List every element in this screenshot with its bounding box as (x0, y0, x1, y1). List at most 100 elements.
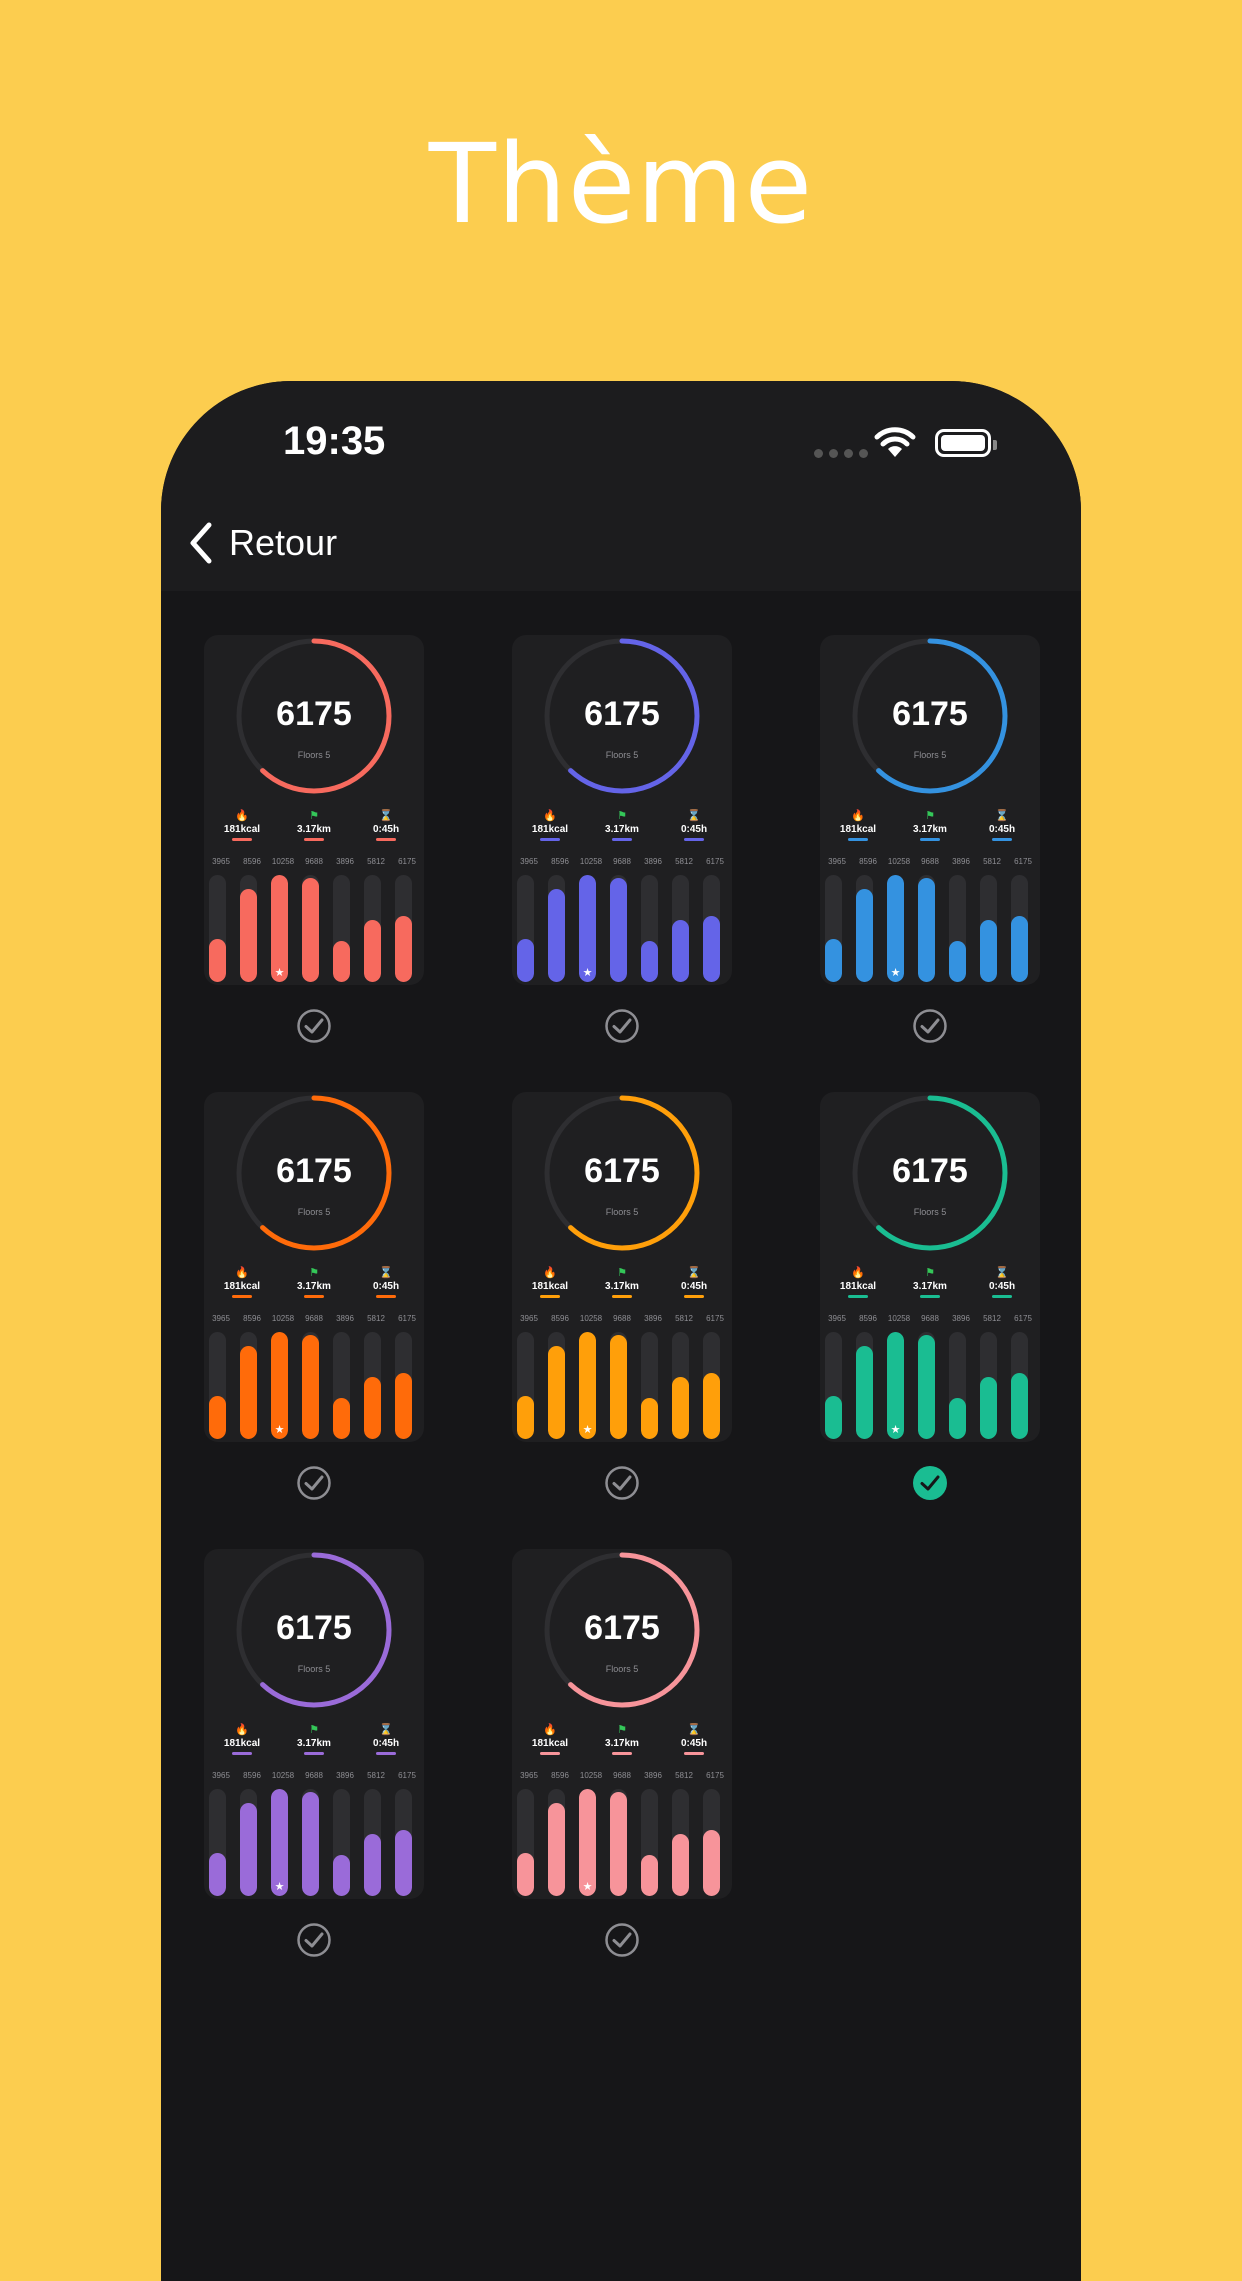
stat-value: 0:45h (372, 1738, 400, 1749)
day-bar-track (856, 875, 873, 982)
day-bar (302, 1335, 319, 1439)
progress-ring (544, 638, 700, 794)
stat-value: 181kcal (223, 1738, 261, 1749)
day-bar-track (364, 875, 381, 982)
day-bar-track: ★ (579, 1332, 596, 1439)
stat-item: ⌛ 0:45h (972, 809, 1032, 841)
day-bar (887, 875, 904, 982)
phone-frame: 19:35 Retour 6175 Floors 5 🔥 181kcal ⚑ 3.17km… (161, 381, 1081, 2281)
day-steps-label: 3965 (212, 1314, 230, 1323)
theme-preview-card[interactable]: 6175 Floors 5 🔥 181kcal ⚑ 3.17km ⌛ 0:45h 3965 859… (512, 1092, 732, 1442)
day-steps-label: 3896 (336, 857, 354, 866)
stat-underline (376, 838, 396, 841)
day-bar-track (918, 1332, 935, 1439)
day-bar (672, 1833, 689, 1896)
stat-value: 3.17km (913, 824, 947, 835)
stat-value: 181kcal (531, 1738, 569, 1749)
theme-preview-card[interactable]: 6175 Floors 5 🔥 181kcal ⚑ 3.17km ⌛ 0:45h 3965 859… (204, 1549, 424, 1899)
day-bar (949, 941, 966, 982)
day-bar-track (517, 875, 534, 982)
day-bar-track (364, 1789, 381, 1896)
day-steps-label: 8596 (551, 1314, 569, 1323)
progress-ring (236, 638, 392, 794)
day-bar-track (209, 875, 226, 982)
stat-item: 🔥 181kcal (520, 1266, 580, 1298)
day-steps-label: 9688 (613, 857, 631, 866)
star-icon: ★ (274, 1424, 285, 1436)
day-bar-track (1011, 875, 1028, 982)
theme-preview-card[interactable]: 6175 Floors 5 🔥 181kcal ⚑ 3.17km ⌛ 0:45h 3965 859… (820, 1092, 1040, 1442)
day-steps-label: 9688 (921, 1314, 939, 1323)
star-icon: ★ (274, 967, 285, 979)
stat-underline (540, 1752, 560, 1755)
stat-value: 3.17km (297, 1281, 331, 1292)
day-bar (271, 1332, 288, 1439)
theme-preview-card[interactable]: 6175 Floors 5 🔥 181kcal ⚑ 3.17km ⌛ 0:45h 3965 859… (204, 635, 424, 985)
status-bar: 19:35 (161, 381, 1081, 511)
day-bar (703, 1829, 720, 1896)
day-bar-track: ★ (271, 1789, 288, 1896)
distance-icon: ⚑ (925, 810, 935, 822)
day-bar-track: ★ (887, 1332, 904, 1439)
back-label: Retour (229, 522, 338, 563)
day-bar-track (209, 1332, 226, 1439)
headline: Thème (428, 120, 814, 248)
day-steps-label: 5812 (367, 857, 385, 866)
theme-preview-card[interactable]: 6175 Floors 5 🔥 181kcal ⚑ 3.17km ⌛ 0:45h 3965 859… (512, 1549, 732, 1899)
day-steps-label: 3896 (644, 857, 662, 866)
hourglass-icon: ⌛ (379, 1724, 393, 1736)
day-bar (672, 1376, 689, 1439)
stat-item: 🔥 181kcal (520, 1723, 580, 1755)
day-bar (641, 1855, 658, 1896)
daily-steps-labels: 3965 8596 10258 9688 3896 5812 6175 (514, 857, 730, 866)
day-steps-label: 8596 (243, 857, 261, 866)
day-bar (610, 878, 627, 982)
progress-ring-fill (236, 1552, 392, 1708)
daily-steps-labels: 3965 8596 10258 9688 3896 5812 6175 (822, 857, 1038, 866)
checkmark-selected-icon[interactable] (912, 1465, 948, 1501)
back-button[interactable]: Retour (187, 521, 337, 565)
day-bar (271, 875, 288, 982)
day-bar-track (395, 875, 412, 982)
stat-underline (612, 1295, 632, 1298)
day-bar-track (641, 1332, 658, 1439)
day-bar-track (364, 1332, 381, 1439)
day-steps-label: 3896 (644, 1314, 662, 1323)
floors-label: Floors 5 (913, 1207, 947, 1217)
day-bar-track (641, 875, 658, 982)
day-bar (302, 878, 319, 982)
day-bar-track: ★ (271, 1332, 288, 1439)
stat-underline (920, 838, 940, 841)
day-bar (548, 1802, 565, 1896)
day-bar (703, 915, 720, 982)
day-bar (240, 1802, 257, 1896)
daily-steps-labels: 3965 8596 10258 9688 3896 5812 6175 (822, 1314, 1038, 1323)
stat-value: 0:45h (680, 1738, 708, 1749)
star-icon: ★ (890, 967, 901, 979)
stat-value: 3.17km (297, 824, 331, 835)
stat-underline (992, 838, 1012, 841)
progress-ring (236, 1095, 392, 1251)
day-steps-label: 8596 (859, 857, 877, 866)
day-bar-track (333, 875, 350, 982)
theme-preview-card[interactable]: 6175 Floors 5 🔥 181kcal ⚑ 3.17km ⌛ 0:45h 3965 859… (204, 1092, 424, 1442)
checkmark-circle-icon[interactable] (604, 1465, 640, 1501)
progress-ring-fill (544, 1095, 700, 1251)
day-steps-label: 5812 (367, 1771, 385, 1780)
checkmark-circle-icon[interactable] (604, 1008, 640, 1044)
day-bar (395, 1829, 412, 1896)
checkmark-circle-icon[interactable] (604, 1922, 640, 1958)
steps-count: 6175 (892, 695, 968, 733)
theme-preview-card[interactable]: 6175 Floors 5 🔥 181kcal ⚑ 3.17km ⌛ 0:45h 3965 859… (820, 635, 1040, 985)
checkmark-circle-icon[interactable] (296, 1465, 332, 1501)
day-bar-track (610, 1332, 627, 1439)
stat-value: 0:45h (372, 1281, 400, 1292)
day-steps-label: 3965 (828, 857, 846, 866)
day-steps-label: 5812 (675, 1771, 693, 1780)
checkmark-circle-icon[interactable] (296, 1922, 332, 1958)
day-bar (333, 1855, 350, 1896)
checkmark-circle-icon[interactable] (912, 1008, 948, 1044)
day-bar (548, 888, 565, 982)
checkmark-circle-icon[interactable] (296, 1008, 332, 1044)
theme-preview-card[interactable]: 6175 Floors 5 🔥 181kcal ⚑ 3.17km ⌛ 0:45h 3965 859… (512, 635, 732, 985)
